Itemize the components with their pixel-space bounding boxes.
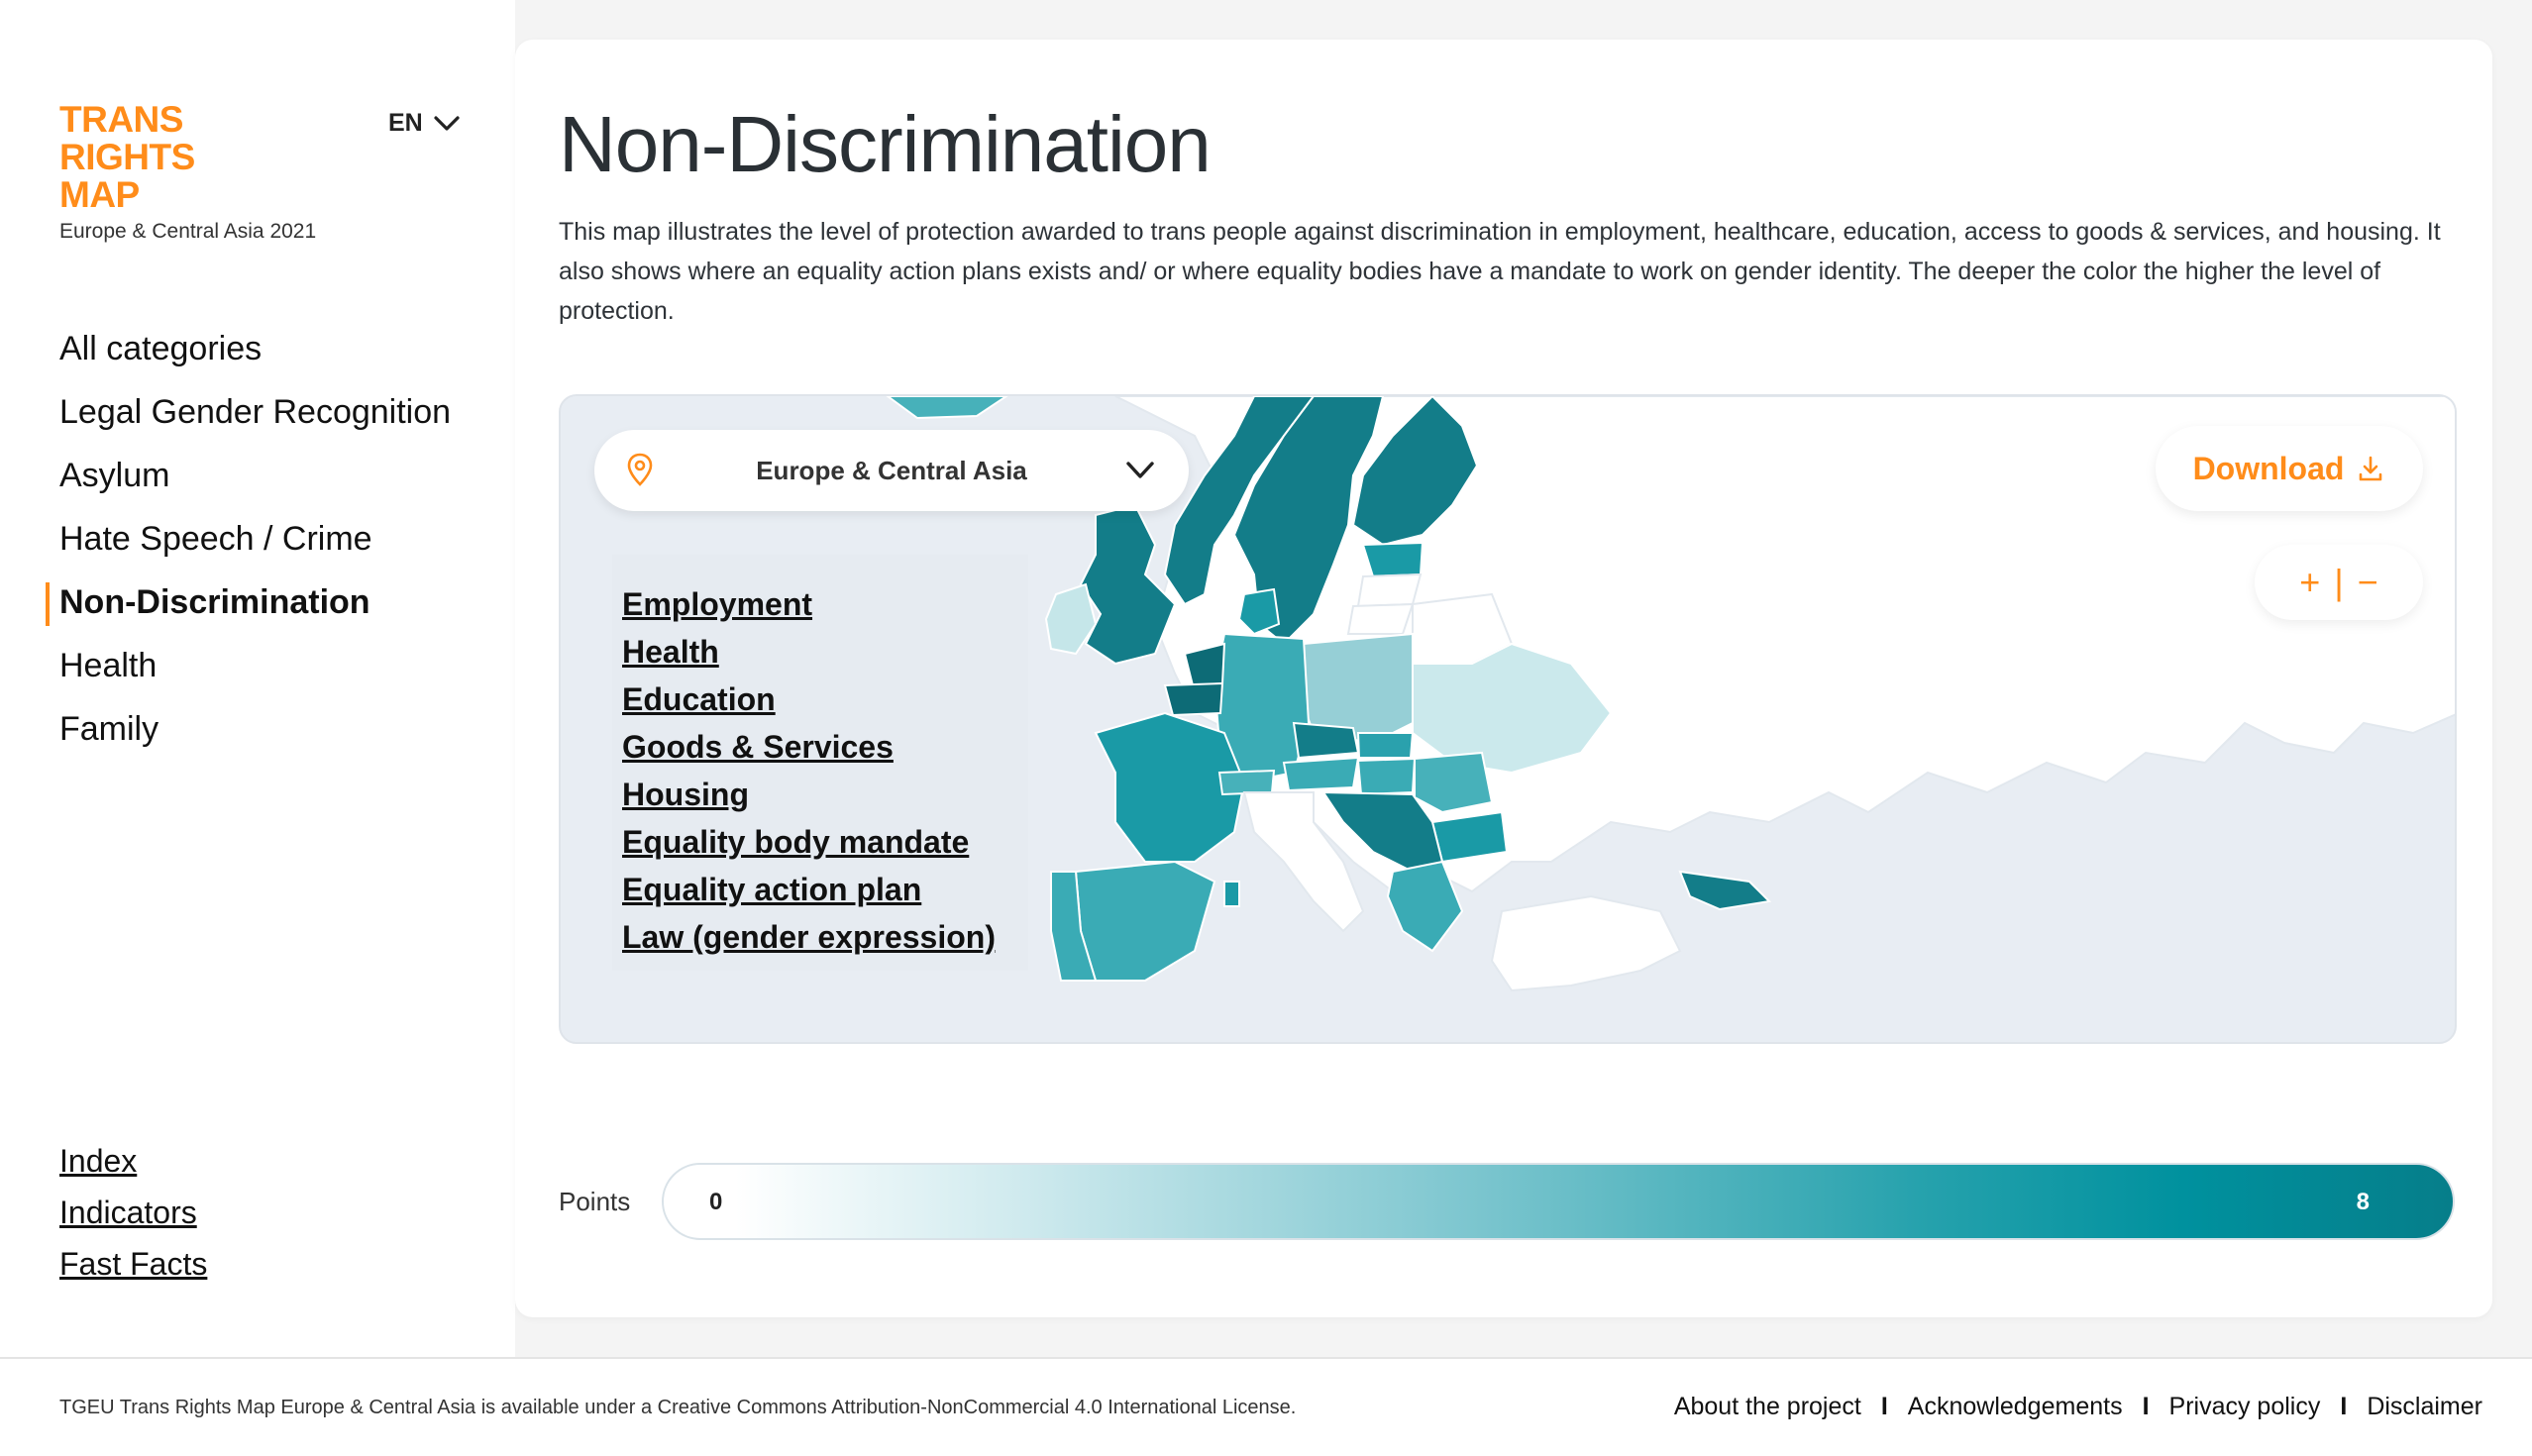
map-belgium (1163, 681, 1224, 717)
language-label: EN (388, 109, 423, 137)
scale-min: 0 (709, 1189, 723, 1215)
map-ireland (1044, 582, 1098, 656)
legend-item-equality-action-plan[interactable]: Equality action plan (622, 872, 922, 907)
map-hungary (1356, 757, 1417, 796)
logo-subtitle: Europe & Central Asia 2021 (59, 220, 317, 243)
zoom-divider: | (2334, 562, 2344, 602)
legend-item-goods-services[interactable]: Goods & Services (622, 729, 894, 765)
license-text: TGEU Trans Rights Map Europe & Central A… (59, 1397, 1297, 1418)
map-spain (1074, 860, 1216, 982)
footer-separator: I (2340, 1393, 2348, 1420)
zoom-out-button[interactable]: − (2357, 562, 2378, 602)
nav-item-all-categories[interactable]: All categories (59, 330, 263, 367)
map-turkey (1490, 894, 1682, 992)
main-card: Non-Discrimination This map illustrates … (515, 40, 2492, 1317)
points-scale-bar: 0 8 (662, 1163, 2455, 1240)
logo-line-3: MAP (59, 174, 140, 215)
europe-map[interactable] (561, 396, 2457, 1044)
download-icon (2360, 456, 2382, 481)
map-lithuania (1346, 602, 1415, 635)
map-france (1094, 711, 1246, 863)
footer: TGEU Trans Rights Map Europe & Central A… (0, 1357, 2532, 1456)
map-greece (1386, 860, 1464, 953)
map-latvia (1356, 572, 1423, 608)
map-switzerland (1217, 769, 1276, 796)
indicator-legend: Employment Health Education Goods & Serv… (612, 555, 1028, 971)
legend-item-equality-body-mandate[interactable]: Equality body mandate (622, 824, 970, 860)
legend-item-health[interactable]: Health (622, 634, 719, 670)
acknowledgements-link[interactable]: Acknowledgements (1907, 1393, 2123, 1420)
map-portugal (1050, 871, 1098, 982)
sidebar: TRANS RIGHTS MAP Europe & Central Asia 2… (0, 0, 515, 1357)
logo-line-2: RIGHTS (59, 137, 195, 177)
map-denmark (1237, 587, 1281, 636)
download-label: Download (2192, 450, 2345, 486)
location-pin-icon (627, 453, 653, 486)
map-slovakia (1356, 732, 1415, 759)
site-logo[interactable]: TRANS RIGHTS MAP (59, 101, 195, 214)
nav-item-hate-speech-crime[interactable]: Hate Speech / Crime (59, 520, 372, 558)
category-nav: All categories Legal Gender Recognition … (45, 327, 452, 771)
map-romania (1414, 751, 1494, 814)
map-austria (1282, 756, 1360, 792)
disclaimer-link[interactable]: Disclaimer (2367, 1393, 2482, 1420)
index-link[interactable]: Index (59, 1143, 138, 1179)
footer-separator: I (1880, 1393, 1888, 1420)
page-description: This map illustrates the level of protec… (559, 218, 2441, 325)
nav-item-non-discrimination[interactable]: Non-Discrimination (45, 580, 451, 644)
nav-item-legal-gender-recognition[interactable]: Legal Gender Recognition (59, 393, 452, 431)
footer-separator: I (2142, 1393, 2150, 1420)
region-dropdown[interactable]: Europe & Central Asia (594, 430, 1189, 511)
map-uk (1079, 503, 1177, 666)
map-ukraine (1412, 642, 1613, 775)
legend-item-law-gender-expression[interactable]: Law (gender expression) (622, 919, 996, 955)
map-sweden (1232, 396, 1385, 646)
legend-item-education[interactable]: Education (622, 681, 776, 717)
fast-facts-link[interactable]: Fast Facts (59, 1246, 208, 1282)
privacy-link[interactable]: Privacy policy (2168, 1393, 2321, 1420)
region-dropdown-label: Europe & Central Asia (756, 455, 1027, 485)
nav-item-asylum[interactable]: Asylum (59, 457, 170, 494)
zoom-in-button[interactable]: + (2299, 562, 2321, 602)
scale-label: Points (559, 1187, 631, 1216)
chevron-down-icon (1126, 462, 1154, 478)
map-czechia (1292, 721, 1360, 760)
legend-item-housing[interactable]: Housing (622, 777, 749, 812)
zoom-control: + | − (2255, 545, 2423, 620)
download-button[interactable]: Download (2156, 426, 2423, 511)
footer-nav: About the project I Acknowledgements I P… (1674, 1393, 2482, 1421)
secondary-links: Index Indicators Fast Facts (59, 1141, 207, 1296)
map-sardinia (1223, 881, 1240, 907)
map-container[interactable]: Europe & Central Asia Employment Health … (559, 394, 2457, 1044)
chevron-down-icon (434, 115, 460, 131)
map-estonia (1361, 541, 1424, 578)
nav-item-health[interactable]: Health (59, 647, 158, 684)
map-georgia (1678, 870, 1772, 911)
language-selector[interactable]: EN (388, 109, 461, 138)
map-finland (1351, 396, 1479, 547)
map-bulgaria (1430, 810, 1509, 864)
map-iceland (886, 396, 1008, 420)
indicators-link[interactable]: Indicators (59, 1195, 197, 1230)
about-link[interactable]: About the project (1673, 1393, 1861, 1420)
scale-max: 8 (2356, 1189, 2370, 1215)
page-title: Non-Discrimination (559, 100, 1212, 188)
nav-item-family[interactable]: Family (59, 710, 159, 748)
logo-line-1: TRANS (59, 99, 183, 140)
map-italy (1242, 791, 1365, 933)
legend-item-employment[interactable]: Employment (622, 586, 813, 622)
